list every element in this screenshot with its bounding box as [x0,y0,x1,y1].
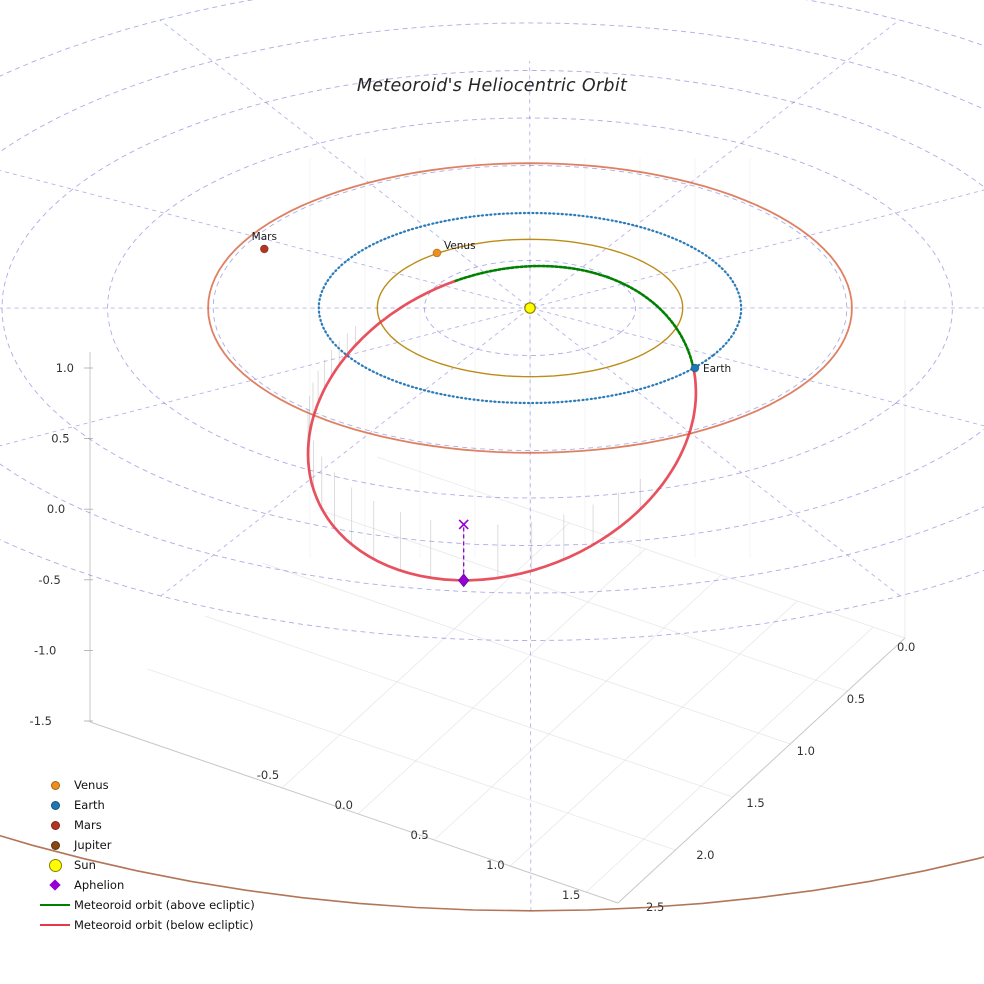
ecliptic-grid-circle [423,260,637,356]
plot-title: Meteoroid's Heliocentric Orbit [356,76,628,96]
legend-item-mars: Mars [36,815,255,835]
y-tick-label: 1.5 [746,796,764,810]
legend-item-sun: Sun [36,855,255,875]
legend-item-venus: Venus [36,775,255,795]
y-tick-label: 2.0 [696,848,714,862]
meteoroid-orbit-above [454,264,695,370]
floor-grid-line [433,574,722,841]
box-edge-x [89,721,619,904]
legend-item-jupiter: Jupiter [36,835,255,855]
red-line-icon [36,923,74,927]
x-tick-label: 1.0 [486,858,504,872]
ecliptic-grid-circle [0,22,984,594]
floor-grid-line [509,600,798,867]
ecliptic-grid-spoke [529,60,532,912]
y-tick-label: 0.5 [847,692,865,706]
legend-item-aphelion: Aphelion [36,875,255,895]
z-tick-label: -1.5 [30,714,52,728]
aphelion-diamond-icon [36,879,74,891]
planet-marker-mars [260,244,269,254]
floor-grid-line [376,456,906,639]
x-tick-label: -0.5 [257,768,279,782]
aphelion-marker [458,573,470,588]
ecliptic-grid-circle [0,0,984,642]
sun-marker [524,302,536,314]
x-tick-label: 1.5 [562,888,580,902]
venus-marker-icon [36,780,74,790]
floor-grid-line [281,522,570,789]
green-line-icon [36,903,74,907]
planet-marker-earth [690,363,700,373]
z-tick-label: 0.0 [47,502,65,516]
floor-grid-line [262,562,791,745]
ecliptic-grid-circle [1,69,984,547]
aphelion-projection-x [458,519,469,530]
z-tick-label: -1.0 [34,643,56,657]
earth-marker-icon [36,800,74,810]
legend-label: Mars [74,818,102,832]
legend-item-meteoroid-below: Meteoroid orbit (below ecliptic) [36,915,255,935]
orbit-mars [207,162,853,454]
z-tick-label: -0.5 [38,573,60,587]
ecliptic-grid-circle [107,117,953,499]
jupiter-marker-icon [36,840,74,850]
floor-grid-line [147,668,676,851]
orbit-venus [376,238,684,378]
legend-item-earth: Earth [36,795,255,815]
legend-label: Meteoroid orbit (above ecliptic) [74,898,255,912]
sun-marker-icon [36,858,74,872]
ecliptic-grid-spoke [0,169,984,427]
planet-label-mars: Mars [252,231,277,243]
legend-label: Earth [74,798,105,812]
planet-marker-venus [432,248,442,258]
ecliptic-grid-spoke [0,189,984,447]
floor-grid-line [204,615,733,798]
planet-label-earth: Earth [703,363,731,375]
legend-item-meteoroid-above: Meteoroid orbit (above ecliptic) [36,895,255,915]
legend-label: Sun [74,858,96,872]
orbit-jupiter [0,834,984,912]
legend-label: Aphelion [74,878,125,892]
y-tick-label: 0.0 [897,640,915,654]
x-tick-label: 0.0 [335,798,353,812]
ecliptic-grid-circle [212,165,848,451]
x-tick-label: 0.5 [410,828,428,842]
z-tick-label: 1.0 [56,361,74,375]
z-tick-label: 0.5 [51,432,69,446]
box-edge-y [617,637,906,904]
orbit-earth [317,211,743,405]
floor-grid-line [585,626,874,893]
y-tick-label: 2.5 [646,900,664,914]
legend: Venus Earth Mars Jupiter Sun Aphelion Me… [36,775,255,935]
floor-grid-line [357,548,646,815]
legend-label: Venus [74,778,109,792]
meteoroid-orbit-below [306,279,698,582]
legend-label: Jupiter [74,838,112,852]
planet-label-venus: Venus [444,240,476,252]
y-tick-label: 1.0 [797,744,815,758]
legend-label: Meteoroid orbit (below ecliptic) [74,918,254,932]
mars-marker-icon [36,820,74,830]
floor-grid-line [319,509,848,692]
